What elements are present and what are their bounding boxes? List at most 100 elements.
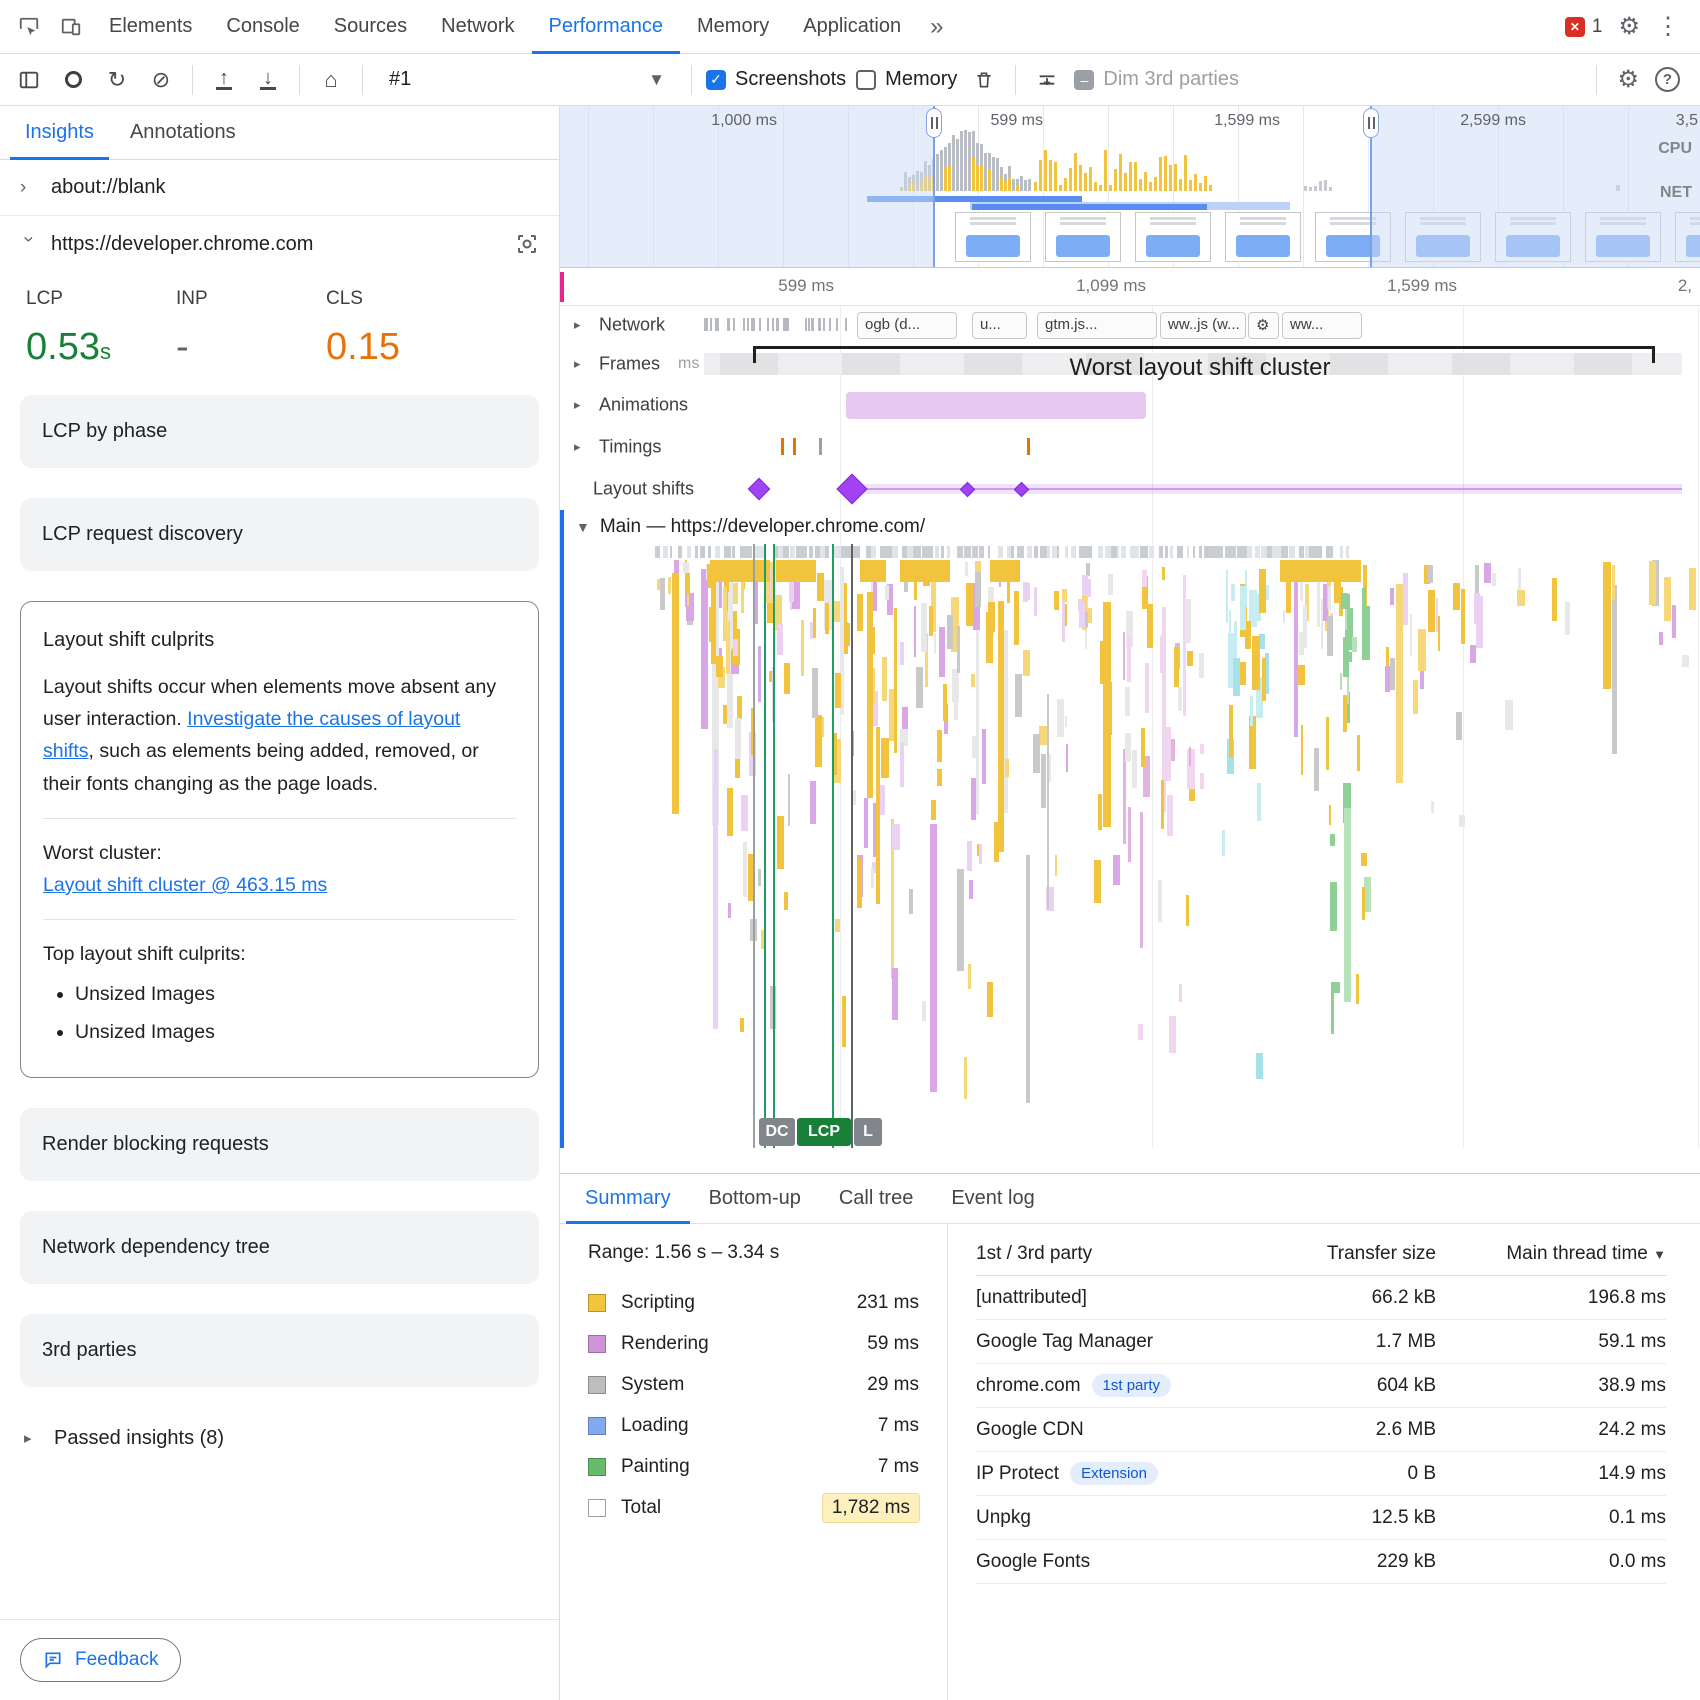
throttling-icon[interactable] [1030,62,1064,98]
window-resize-handle[interactable] [1363,108,1379,138]
home-icon[interactable]: ⌂ [324,66,338,92]
save-profile-icon[interactable]: ↓ [251,62,285,98]
insight-card-lcp-request-discovery[interactable]: LCP request discovery [20,498,539,571]
tab-network[interactable]: Network [441,15,515,37]
column-header-party[interactable]: 1st / 3rd party [976,1242,1093,1264]
worst-cluster-annotation[interactable]: Worst layout shift cluster [1069,354,1331,381]
sidebar-tab-insights[interactable]: Insights [10,106,109,160]
frames-track[interactable]: ▸ Frames ms [560,344,1700,384]
legend-row-painting[interactable]: Painting 7 ms [588,1446,919,1487]
filmstrip-thumbnail[interactable] [955,212,1031,262]
window-handle-line[interactable] [1370,106,1372,267]
dim-3rd-parties-row[interactable]: – Dim 3rd parties [1074,68,1239,91]
screenshots-checkbox-row[interactable]: ✓ Screenshots [706,68,846,91]
trace-row-developer-chrome[interactable]: › https://developer.chrome.com [0,216,559,272]
legend-row-loading[interactable]: Loading 7 ms [588,1405,919,1446]
tab-performance[interactable]: Performance [532,0,681,54]
animations-track[interactable]: ▸ Animations [560,384,1700,426]
tab-elements[interactable]: Elements [109,15,193,37]
column-header-transfer-size[interactable]: Transfer size [1326,1242,1436,1264]
network-track[interactable]: ▸ Network ogb (d... u... gtm.js... ww..js (… [560,306,1700,344]
details-tab-event-log[interactable]: Event log [951,1187,1035,1209]
more-options-icon[interactable]: ⋮ [1656,13,1680,40]
disclosure-arrow-icon[interactable]: ▸ [574,397,581,412]
table-row[interactable]: IP Protect Extension 0 B 14.9 ms [976,1452,1666,1496]
layout-shifts-track[interactable]: Layout shifts [560,468,1700,510]
filmstrip-thumbnail[interactable] [1135,212,1211,262]
legend-row-total[interactable]: Total 1,782 ms [588,1487,919,1528]
inspect-element-icon[interactable] [8,6,50,48]
garbage-collect-icon[interactable] [967,62,1001,98]
more-tabs-chevron-icon[interactable]: » [930,12,944,40]
disclosure-arrow-icon[interactable]: ▸ [574,439,581,454]
table-row[interactable]: Google Fonts 229 kB 0.0 ms [976,1540,1666,1584]
network-request-chip[interactable]: u... [972,312,1027,339]
details-tab-bottom-up[interactable]: Bottom-up [708,1187,801,1209]
main-flame-chart[interactable]: DC LCP L [560,544,1700,1148]
marker-badge-lcp[interactable]: LCP [797,1118,851,1146]
filmstrip-thumbnail[interactable] [1045,212,1121,262]
help-icon[interactable]: ? [1655,67,1680,92]
tab-sources[interactable]: Sources [333,15,408,37]
tab-memory[interactable]: Memory [697,15,770,37]
worst-cluster-link[interactable]: Layout shift cluster @ 463.15 ms [43,873,328,896]
dim-3rd-parties-checkbox[interactable]: – [1074,69,1095,90]
layout-shift-culprits-card[interactable]: Layout shift culprits Layout shifts occu… [20,601,539,1078]
screenshots-checkbox[interactable]: ✓ [706,69,726,90]
timeline-ruler[interactable]: 599 ms 1,099 ms 1,599 ms 2, [560,268,1700,306]
details-tab-summary[interactable]: Summary [566,1174,690,1224]
toggle-sidebar-icon[interactable] [12,62,46,98]
table-row[interactable]: Google CDN 2.6 MB 24.2 ms [976,1408,1666,1452]
capture-settings-gear-icon[interactable]: ⚙ [1617,66,1639,93]
details-tab-call-tree[interactable]: Call tree [838,1187,914,1209]
insight-card-render-blocking-requests[interactable]: Render blocking requests [20,1107,539,1181]
window-handle-line[interactable] [933,106,935,267]
network-request-chip[interactable]: ogb (d... [857,312,957,339]
tab-application[interactable]: Application [803,15,902,37]
legend-row-rendering[interactable]: Rendering 59 ms [588,1323,919,1364]
trace-row-about-blank[interactable]: › about://blank [0,160,559,216]
load-profile-icon[interactable]: ↑ [207,62,241,98]
disclosure-arrow-expanded-icon[interactable]: ▼ [576,519,590,535]
timeline-overview-minimap[interactable]: CPU NET 1,000 ms 599 ms 1,599 ms 2,599 ms 3,… [560,106,1700,268]
disclosure-arrow-icon[interactable]: ▸ [574,356,581,371]
profile-selector[interactable]: #1 ▼ [377,62,677,98]
investigate-layout-shifts-link[interactable]: Investigate the causes of layout shifts [43,708,461,763]
reload-and-record-button[interactable]: ↻ [107,66,127,92]
filmstrip-thumbnail[interactable] [1225,212,1301,262]
device-toolbar-icon[interactable] [50,6,92,48]
error-badge[interactable]: ✕ 1 [1564,16,1602,38]
passed-insights-row[interactable]: ▸ Passed insights (8) [0,1417,559,1460]
disclosure-arrow-icon[interactable]: ▸ [574,317,581,332]
main-thread-track-header[interactable]: ▼ Main — https://developer.chrome.com/ [560,510,1700,544]
legend-row-scripting[interactable]: Scripting 231 ms [588,1282,919,1323]
insight-card-lcp-by-phase[interactable]: LCP by phase [20,395,539,468]
feedback-button[interactable]: Feedback [20,1638,182,1682]
table-row[interactable]: Google Tag Manager 1.7 MB 59.1 ms [976,1320,1666,1364]
field-data-lens-icon[interactable] [515,232,539,256]
tab-console[interactable]: Console [226,15,300,37]
marker-badge-l[interactable]: L [854,1118,882,1146]
column-header-main-thread-time[interactable]: Main thread time ▼ [1436,1243,1666,1265]
memory-checkbox[interactable] [856,69,877,90]
sidebar-tab-annotations[interactable]: Annotations [129,121,236,143]
network-request-chip[interactable]: ww..js (w... [1160,312,1246,339]
memory-checkbox-row[interactable]: Memory [856,68,957,91]
network-request-chip[interactable]: ww... [1282,312,1362,339]
table-row[interactable]: [unattributed] 66.2 kB 196.8 ms [976,1276,1666,1320]
network-request-gear-chip[interactable]: ⚙ [1248,312,1279,339]
timings-track[interactable]: ▸ Timings [560,426,1700,468]
table-row[interactable]: Unpkg 12.5 kB 0.1 ms [976,1496,1666,1540]
legend-row-system[interactable]: System 29 ms [588,1364,919,1405]
insight-card-3rd-parties[interactable]: 3rd parties [20,1313,539,1387]
window-resize-handle[interactable] [926,108,942,138]
network-request-chip[interactable]: gtm.js... [1037,312,1157,339]
layout-shift-diamond[interactable] [836,473,868,505]
table-row[interactable]: chrome.com 1st party 604 kB 38.9 ms [976,1364,1666,1408]
insight-card-network-dependency-tree[interactable]: Network dependency tree [20,1210,539,1284]
marker-badge-dc[interactable]: DC [759,1118,795,1146]
record-button[interactable] [56,62,90,98]
layout-shift-diamond[interactable] [747,477,771,501]
settings-gear-icon[interactable]: ⚙ [1618,13,1640,40]
clear-button[interactable]: ⊘ [151,66,171,92]
